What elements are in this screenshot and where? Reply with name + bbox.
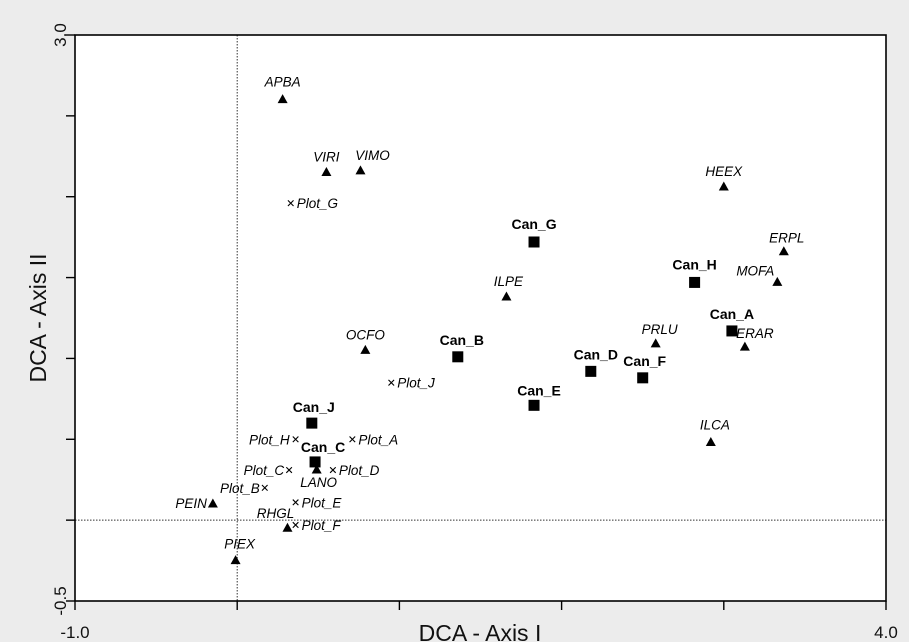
canopy-marker-can-b [452,351,464,363]
point-label-piex: PIEX [224,537,256,552]
plot-marker-plot-j [388,379,395,386]
canopy-marker-can-h [689,276,701,288]
point-label-can-c: Can_C [301,439,345,455]
point-label-mofa: MOFA [736,263,774,278]
species-marker-lano [311,464,322,474]
point-label-ilca: ILCA [700,418,730,433]
point-label-plot-j: Plot_J [397,376,435,391]
point-label-plot-e: Plot_E [302,495,343,510]
point-label-rhgl: RHGL [257,506,295,521]
species-marker-ilpe [501,291,512,301]
species-marker-piex [230,555,241,565]
point-label-can-g: Can_G [511,216,556,232]
point-label-plot-b: Plot_B [220,481,260,496]
species-marker-erar [739,341,750,351]
plot-area-background [75,35,886,601]
plot-marker-plot-a [349,436,356,443]
point-label-plot-d: Plot_D [339,463,380,478]
point-label-viri: VIRI [313,149,340,164]
species-marker-ocfo [360,344,371,354]
plot-marker-plot-b [261,484,268,491]
canopy-marker-can-f [637,372,649,384]
point-label-pein: PEIN [175,496,207,511]
point-label-can-j: Can_J [293,399,335,415]
point-label-can-h: Can_H [672,256,716,272]
point-label-lano: LANO [300,475,337,490]
point-label-erar: ERAR [736,326,774,341]
species-marker-prlu [650,338,661,348]
point-label-heex: HEEX [705,164,743,179]
point-label-ocfo: OCFO [346,327,385,342]
point-label-plot-f: Plot_F [302,518,342,533]
axis-tick-labels: -1.0 4.0 -0.5 3.0 [51,23,898,642]
plot-marker-plot-c [285,466,293,474]
x-axis-title: DCA - Axis I [419,620,542,642]
species-marker-mofa [772,276,783,286]
point-label-apba: APBA [264,75,301,90]
point-label-plot-h: Plot_H [249,432,290,447]
point-label-vimo: VIMO [355,148,390,163]
y-tick-label: -0.5 [51,586,70,615]
x-tick-label: 4.0 [874,623,898,642]
species-marker-apba [277,94,288,104]
data-points: APBA VIRI VIMO HEEX ERPL MOFA ILPE PRLU ERAR OCFO… [175,75,804,565]
point-label-can-b: Can_B [440,332,484,348]
plot-marker-plot-e [292,499,299,506]
point-label-plot-c: Plot_C [244,463,285,478]
point-label-can-d: Can_D [574,346,618,362]
point-label-ilpe: ILPE [494,274,524,289]
axis-ticks [66,34,887,610]
plot-marker-plot-f [292,521,299,529]
plot-marker-plot-h [292,436,299,443]
species-marker-erpl [778,246,789,256]
point-label-can-a: Can_A [710,306,754,322]
plot-frame [74,34,887,602]
point-label-can-e: Can_E [517,382,561,398]
reference-lines [75,35,886,601]
plot-marker-plot-g [287,199,294,207]
species-marker-pein [207,498,218,508]
species-marker-ilca [705,437,716,447]
canopy-marker-can-g [528,236,540,248]
y-tick-label: 3.0 [51,23,70,47]
plot-marker-plot-d [329,466,337,474]
species-marker-vimo [355,165,366,175]
point-label-can-f: Can_F [623,353,666,369]
x-tick-label: -1.0 [60,623,89,642]
species-marker-rhgl [282,522,293,532]
species-marker-viri [321,166,332,176]
canopy-marker-can-a [726,325,738,337]
canopy-marker-can-e [528,399,540,411]
y-axis-title: DCA - Axis II [25,253,51,382]
point-label-erpl: ERPL [769,231,804,246]
point-label-prlu: PRLU [642,322,678,337]
canopy-marker-can-c [309,456,321,468]
canopy-marker-can-j [306,417,318,429]
point-label-plot-a: Plot_A [358,432,398,447]
point-label-plot-g: Plot_G [297,196,338,211]
canopy-marker-can-d [585,365,597,377]
species-marker-heex [718,181,729,191]
